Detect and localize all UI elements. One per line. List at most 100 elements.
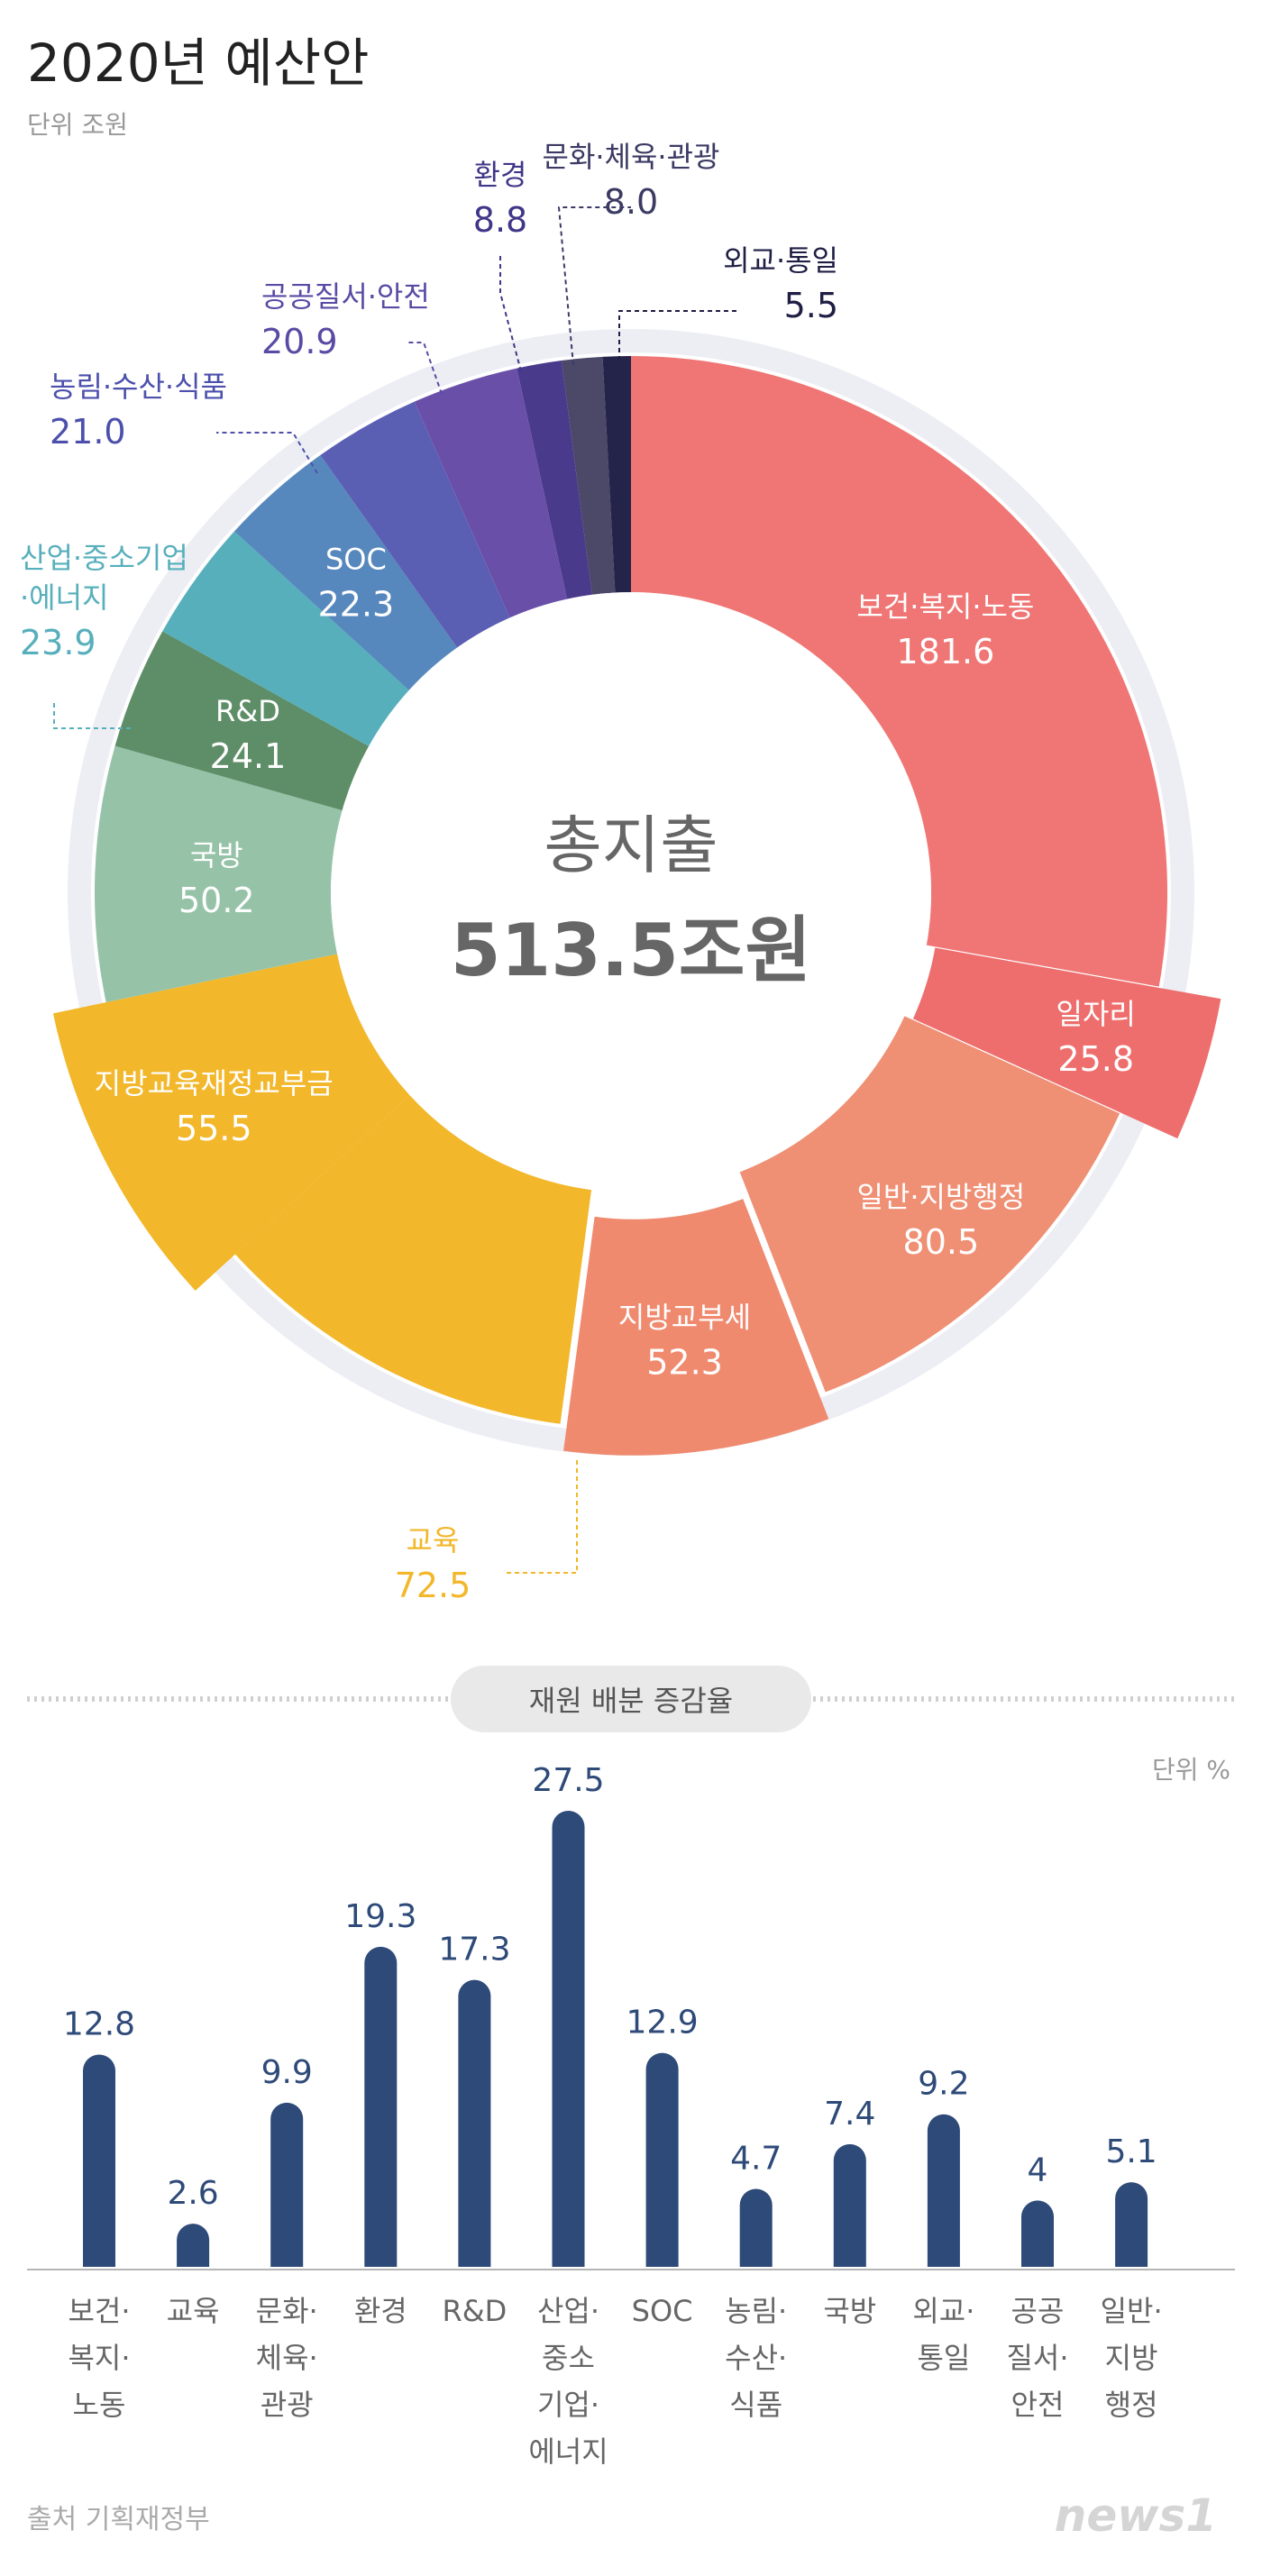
- news1-logo: news1: [1055, 2489, 1217, 2542]
- slice-label: 문화·체육·관광: [543, 140, 720, 174]
- growth-bar: [927, 2114, 960, 2267]
- source-label: 출처 기획재정부: [27, 2504, 210, 2535]
- slice-label: 보건·복지·노동: [856, 589, 1034, 624]
- leader-line: [499, 252, 522, 372]
- slice-label: 공공질서·안전: [261, 279, 430, 314]
- bar-category-label: 체육·: [256, 2341, 318, 2375]
- bar-value-label: 9.2: [918, 2066, 969, 2103]
- center-circle: [331, 592, 931, 1192]
- growth-bar: [833, 2143, 866, 2267]
- growth-bar: [552, 1811, 585, 2267]
- donut-slice: [162, 531, 409, 746]
- slice-value: 22.3: [318, 585, 395, 625]
- growth-bar: [458, 1979, 491, 2267]
- donut-slice: [561, 356, 616, 595]
- donut-slice: [631, 356, 1167, 987]
- growth-bar: [739, 2188, 773, 2267]
- bar-category-label: 복지·: [68, 2341, 130, 2375]
- bar-category-label: 문화·: [256, 2294, 318, 2328]
- slice-value: 80.5: [903, 1222, 980, 1262]
- bar-value-label: 4: [1028, 2151, 1048, 2188]
- bar-value-label: 7.4: [824, 2096, 875, 2133]
- section-pill: [451, 1666, 811, 1732]
- bar-category-label: 기업·: [537, 2388, 599, 2422]
- growth-bar: [1021, 2200, 1054, 2267]
- slice-label: R&D: [215, 694, 280, 728]
- bar-category-label: 질서·: [1006, 2341, 1068, 2375]
- bar-category-label: 외교·: [912, 2294, 974, 2328]
- bar-category-label: 지방: [1105, 2341, 1158, 2375]
- donut-slice: [739, 1016, 1120, 1393]
- bar-category-label: 일반·: [1101, 2294, 1163, 2328]
- center-total: 513.5조원: [451, 909, 811, 992]
- slice-label: 지방교육재정교부금: [95, 1066, 334, 1101]
- slice-label: 국방: [190, 838, 243, 872]
- slice-value: 50.2: [178, 881, 255, 920]
- growth-bar: [177, 2224, 210, 2267]
- slice-value: 181.6: [896, 632, 994, 671]
- bar-category-label: R&D: [442, 2294, 507, 2328]
- bar-value-label: 9.9: [261, 2054, 313, 2091]
- slice-label: 외교·통일: [723, 243, 838, 278]
- slice-label: 농림·수산·식품: [50, 370, 227, 404]
- bar-category-label: 공공: [1011, 2294, 1065, 2328]
- slice-value: 8.8: [473, 200, 527, 240]
- slice-value: 52.3: [646, 1342, 723, 1382]
- growth-bar: [364, 1946, 398, 2267]
- slice-value: 24.1: [210, 736, 287, 776]
- bar-category-label: SOC: [632, 2294, 693, 2328]
- bar-category-label: 식품: [729, 2388, 782, 2422]
- bar-category-label: 산업·: [537, 2294, 599, 2328]
- donut-slice: [52, 954, 410, 1292]
- slice-value: 23.9: [20, 623, 96, 662]
- bar-value-label: 12.9: [626, 2005, 699, 2042]
- slice-label: 환경: [474, 158, 527, 192]
- donut-slice: [320, 401, 510, 648]
- slice-value: 72.5: [395, 1566, 471, 1605]
- page-title: 2020년 예산안: [27, 32, 369, 94]
- unit-label-top: 단위 조원: [27, 110, 128, 140]
- bar-category-label: 안전: [1011, 2388, 1065, 2422]
- bar-category-label: 교육: [167, 2294, 220, 2328]
- bar-category-label: 통일: [917, 2341, 970, 2375]
- donut-slice: [517, 361, 592, 599]
- slice-label: 일자리: [1056, 997, 1136, 1031]
- leader-line: [618, 310, 739, 361]
- donut-slice: [233, 454, 458, 690]
- bar-category-label: 관광: [261, 2388, 314, 2422]
- slice-value: 55.5: [176, 1109, 252, 1148]
- slice-label: SOC: [325, 543, 387, 577]
- bar-category-label: 행정: [1105, 2388, 1158, 2422]
- bar-value-label: 4.7: [730, 2141, 782, 2178]
- leader-line: [406, 342, 443, 395]
- bar-value-label: 2.6: [167, 2175, 218, 2212]
- growth-bar-chart: 12.8 보건· 복지· 노동 2.6 교육 9.9 문화· 체육· 관광 19.3 환경 17.3 R&…: [63, 1762, 1163, 2469]
- slice-value: 20.9: [261, 322, 338, 361]
- bar-category-label: 에너지: [528, 2434, 608, 2469]
- budget-donut-chart: [52, 329, 1221, 1456]
- bar-value-label: 12.8: [63, 2005, 135, 2042]
- bar-category-label: 중소: [542, 2341, 595, 2375]
- bar-value-label: 27.5: [532, 1762, 604, 1799]
- donut-slice: [234, 1094, 592, 1424]
- bar-category-label: 보건·: [68, 2294, 130, 2328]
- bar-value-label: 19.3: [344, 1898, 416, 1935]
- slice-label: ·에너지: [20, 580, 109, 615]
- leader-line: [216, 432, 318, 474]
- leader-line: [53, 703, 131, 729]
- donut-slice: [94, 745, 343, 1003]
- growth-bar: [645, 2052, 679, 2267]
- donut-slice: [602, 356, 631, 593]
- donut-slice: [414, 368, 568, 618]
- leader-line: [505, 1460, 578, 1574]
- bar-value-label: 17.3: [438, 1932, 510, 1969]
- slice-value: 8.0: [604, 182, 658, 222]
- growth-bar: [83, 2054, 115, 2267]
- bar-category-label: 수산·: [725, 2341, 787, 2375]
- growth-bar: [270, 2102, 304, 2267]
- donut-slice: [114, 631, 370, 811]
- growth-bar: [1115, 2182, 1148, 2267]
- leader-line: [557, 206, 631, 366]
- slice-label: 지방교부세: [618, 1300, 751, 1334]
